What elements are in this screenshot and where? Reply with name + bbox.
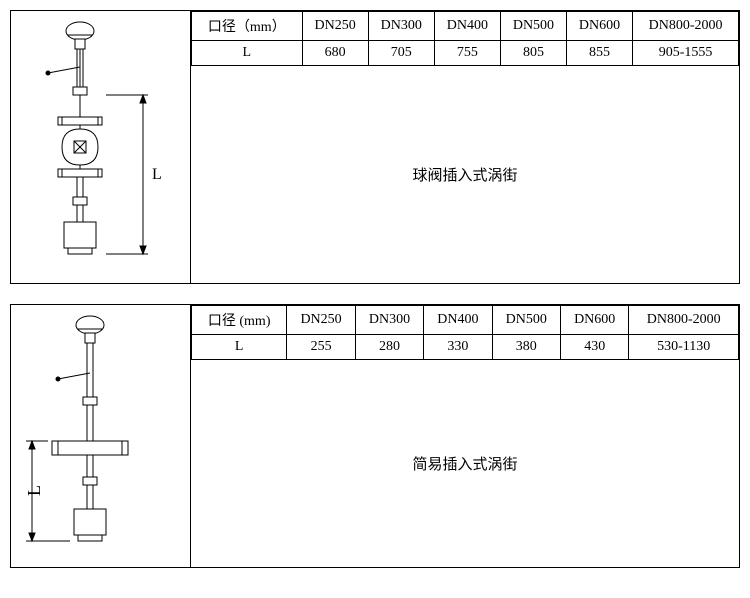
dim-label-L-1: L [152,166,162,183]
data-cell: 380 [492,335,560,360]
right-panel-2: 口径 (mm) DN250 DN300 DN400 DN500 DN600 DN… [191,305,739,567]
header-cell: DN400 [424,306,492,335]
diagram-simple-insert: L [11,305,191,567]
header-cell: DN300 [368,12,434,41]
header-cell: DN800-2000 [633,12,739,41]
ball-valve-diagram-svg: L [18,17,183,277]
data-cell: 530-1130 [629,335,739,360]
header-cell: 口径（mm） [192,12,303,41]
dim-label-L-2: L [24,485,44,496]
data-cell: 280 [355,335,423,360]
header-cell: DN500 [492,306,560,335]
data-cell: 805 [500,41,566,66]
data-cell: L [192,335,287,360]
spec-table-1: 口径（mm） DN250 DN300 DN400 DN500 DN600 DN8… [191,11,739,66]
table-row: 口径（mm） DN250 DN300 DN400 DN500 DN600 DN8… [192,12,739,41]
header-cell: 口径 (mm) [192,306,287,335]
data-cell: 705 [368,41,434,66]
header-cell: DN300 [355,306,423,335]
data-cell: 255 [287,335,355,360]
header-cell: DN250 [302,12,368,41]
header-cell: DN600 [567,12,633,41]
header-cell: DN250 [287,306,355,335]
right-panel-1: 口径（mm） DN250 DN300 DN400 DN500 DN600 DN8… [191,11,739,283]
header-cell: DN500 [500,12,566,41]
header-cell: DN800-2000 [629,306,739,335]
data-cell: 905-1555 [633,41,739,66]
data-cell: 855 [567,41,633,66]
data-cell: 755 [434,41,500,66]
data-cell: 330 [424,335,492,360]
caption-2: 简易插入式涡街 [191,360,739,567]
diagram-ball-valve: L [11,11,191,283]
table-row: L 680 705 755 805 855 905-1555 [192,41,739,66]
header-cell: DN600 [560,306,628,335]
table-row: 口径 (mm) DN250 DN300 DN400 DN500 DN600 DN… [192,306,739,335]
section-simple-insert: L 口径 (mm) DN250 DN300 DN400 DN500 DN600 … [10,304,740,568]
table-row: L 255 280 330 380 430 530-1130 [192,335,739,360]
data-cell: L [192,41,303,66]
data-cell: 680 [302,41,368,66]
caption-1: 球阀插入式涡街 [191,66,739,283]
simple-insert-diagram-svg: L [18,311,183,561]
data-cell: 430 [560,335,628,360]
header-cell: DN400 [434,12,500,41]
spec-table-2: 口径 (mm) DN250 DN300 DN400 DN500 DN600 DN… [191,305,739,360]
section-ball-valve: L 口径（mm） DN250 DN300 DN400 DN500 DN600 D… [10,10,740,284]
